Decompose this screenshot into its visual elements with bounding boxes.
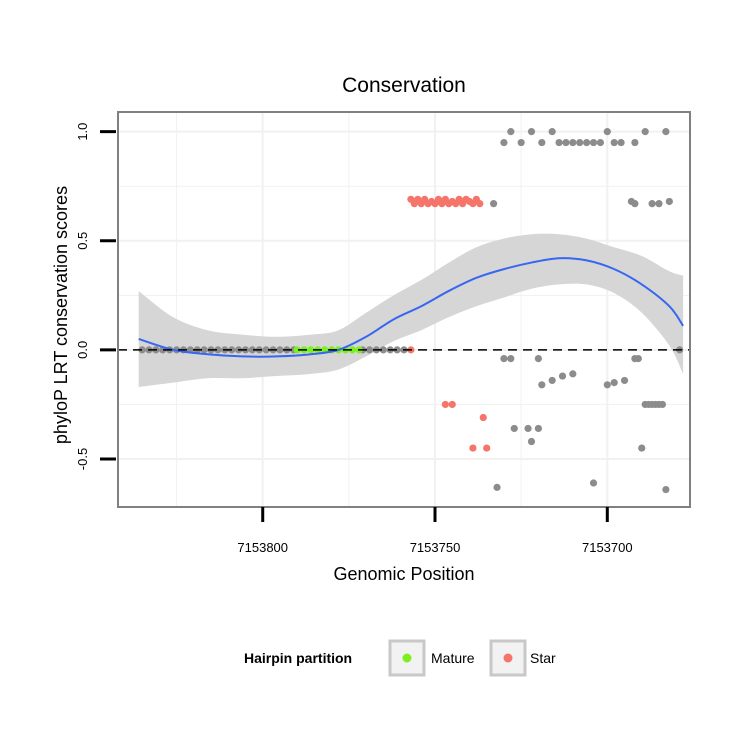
y-axis-title: phyloP LRT conservation scores [51, 186, 71, 444]
other-point [214, 346, 222, 354]
legend-item-star: Star [489, 639, 556, 677]
other-point [276, 346, 284, 354]
y-tick-label: 1.0 [75, 123, 90, 141]
legend-item-mature: Mature [388, 639, 475, 677]
star-point [479, 413, 487, 422]
plot-panel [117, 111, 691, 508]
other-point [262, 346, 270, 354]
x-axis-title: Genomic Position [333, 564, 474, 584]
axis-ticks: 7153800 7153750 7153700 -0.5 0.0 0.5 1.0 [75, 123, 633, 555]
other-point [538, 138, 546, 147]
star-point [469, 444, 477, 452]
other-point [248, 346, 256, 354]
other-point [507, 355, 515, 363]
other-point [510, 424, 518, 433]
other-point [489, 200, 498, 208]
other-point [617, 138, 625, 147]
other-point [603, 381, 611, 389]
star-point [483, 444, 491, 452]
other-point [665, 197, 673, 206]
other-point [379, 346, 387, 354]
x-tick-label: 7153750 [410, 540, 461, 555]
legend-title: Hairpin partition [244, 650, 352, 666]
x-tick-label: 7153700 [582, 540, 633, 555]
other-point [610, 138, 618, 147]
other-point [548, 376, 556, 385]
other-point [548, 128, 556, 136]
other-point [558, 372, 567, 380]
other-point [662, 128, 670, 136]
other-point [555, 138, 563, 147]
other-point [658, 400, 667, 409]
other-point [527, 128, 536, 136]
legend-label: Mature [431, 650, 475, 666]
chart-title: Conservation [342, 74, 466, 97]
other-point [138, 346, 146, 354]
series-star [407, 195, 491, 452]
other-point [589, 138, 598, 147]
other-point [603, 128, 611, 136]
other-point [200, 346, 208, 354]
other-point [589, 479, 598, 487]
other-point [365, 346, 374, 354]
other-point [500, 138, 508, 147]
star-point [448, 400, 456, 409]
mature-point [307, 346, 315, 354]
other-point [576, 138, 584, 147]
other-point [393, 346, 401, 354]
legend-key-point [402, 653, 412, 663]
legend: Hairpin partition Mature Star [244, 639, 556, 677]
y-tick-label: 0.0 [75, 341, 90, 359]
other-point [562, 138, 570, 147]
legend-label: Star [530, 650, 556, 666]
other-point [500, 355, 508, 363]
other-point [655, 200, 663, 208]
other-point [648, 200, 656, 208]
star-point [476, 200, 484, 208]
other-point [534, 424, 542, 433]
mature-point [293, 346, 301, 354]
x-tick-label: 7153800 [237, 540, 288, 555]
star-point [441, 400, 449, 409]
plot-content [118, 128, 690, 494]
other-point [662, 485, 670, 494]
legend-key-point [503, 653, 513, 663]
other-point [596, 138, 605, 147]
other-point [641, 128, 649, 136]
other-point [627, 197, 636, 206]
other-point [524, 424, 532, 433]
panel-border [117, 111, 691, 508]
other-point [517, 138, 525, 147]
y-tick-label: -0.5 [75, 448, 90, 470]
other-point [631, 138, 639, 147]
other-point [534, 355, 542, 363]
y-tick-label: 0.5 [75, 232, 90, 250]
other-point [493, 483, 501, 491]
other-point [638, 444, 646, 452]
other-point [610, 379, 618, 387]
other-point [634, 355, 642, 363]
other-point [569, 138, 577, 147]
other-point [569, 370, 577, 378]
other-point [507, 128, 515, 136]
smooth-line [138, 257, 684, 358]
mature-point [348, 346, 356, 354]
other-point [620, 376, 629, 385]
other-point [583, 138, 591, 147]
other-point [538, 381, 546, 389]
other-point [527, 437, 536, 446]
